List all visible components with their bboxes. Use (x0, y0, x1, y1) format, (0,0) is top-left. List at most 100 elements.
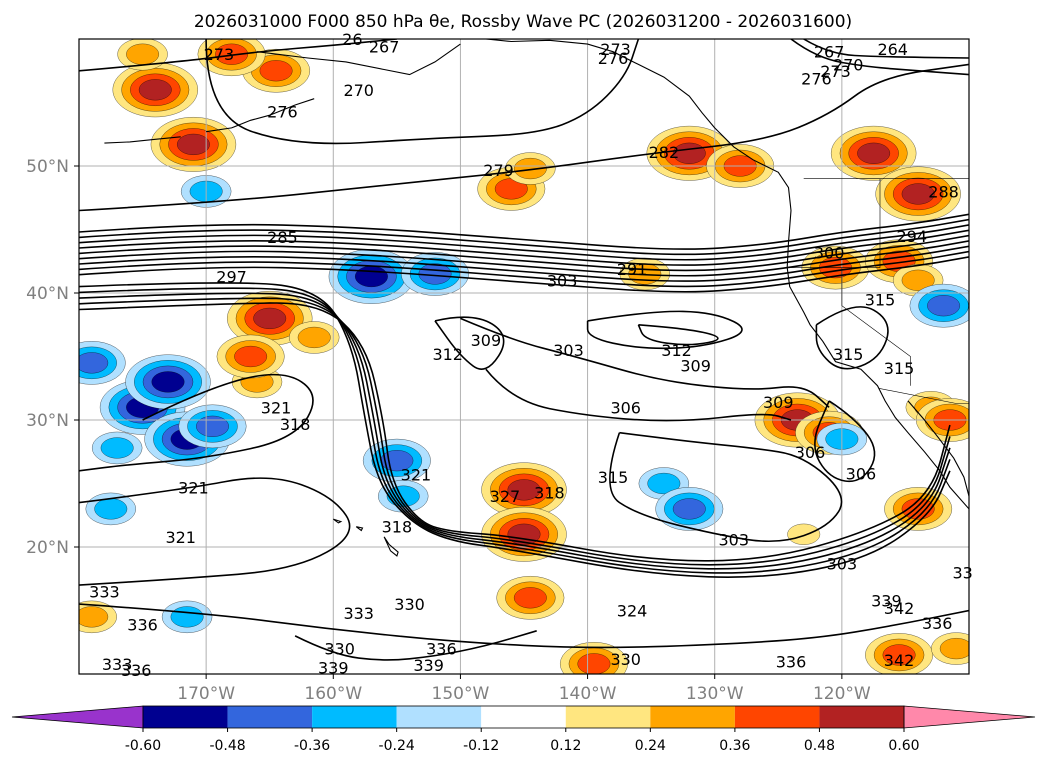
contour-label: 33 (952, 563, 972, 582)
axis-ticks: 170°W 160°W 150°W 140°W 130°W 120°W 20°N 30°N 40… (26, 157, 871, 704)
contour-label: 303 (827, 555, 858, 574)
y-tick-label: 40°N (26, 284, 69, 304)
contour-label: 339 (318, 659, 349, 678)
contour-label: 291 (617, 260, 648, 279)
contour-label: 276 (598, 49, 629, 68)
colorbar: -0.60 -0.48 -0.36 -0.24 -0.12 0.12 0.24 0.36 0.4… (11, 705, 1036, 754)
x-tick-label: 150°W (432, 684, 490, 704)
pc-blob (931, 632, 969, 665)
contour (790, 39, 969, 76)
pc-blob (79, 341, 126, 385)
colorbar-segment (227, 706, 313, 728)
coastline-layer (104, 39, 969, 557)
contour-label: 315 (865, 290, 896, 309)
colorbar-segment (734, 706, 820, 728)
contour-label: 276 (267, 102, 298, 121)
pc-blob (79, 600, 117, 633)
contour-label: 333 (89, 582, 120, 601)
contour-label: 315 (833, 345, 864, 364)
coastline (383, 536, 399, 557)
contour-label: 312 (661, 341, 692, 360)
contour-label: 336 (776, 652, 807, 671)
pc-blob-ring (234, 345, 268, 368)
contour-trough (79, 302, 951, 562)
pc-blob-ring (513, 157, 547, 180)
contour-label: 306 (846, 464, 877, 483)
contour-label: 273 (204, 45, 235, 64)
pc-blob (865, 633, 933, 674)
contour-label: 309 (680, 356, 711, 375)
contour-label: 297 (216, 267, 247, 286)
contour (79, 603, 969, 649)
contour-label: 288 (928, 182, 959, 201)
contour-trough (79, 297, 951, 566)
pc-blob (178, 404, 247, 449)
contour-label: 318 (280, 415, 311, 434)
contour-closed (637, 324, 719, 346)
theta-e-contours (79, 39, 969, 661)
contour-trough (79, 287, 951, 574)
contour-closed (609, 431, 843, 543)
pc-blob (909, 283, 969, 328)
contour-label: 318 (534, 483, 565, 502)
colorbar-tick-label: -0.12 (463, 738, 499, 754)
pc-blob-ring (901, 269, 935, 291)
contour-trough (79, 282, 951, 578)
pc-blob-ring (79, 606, 109, 628)
colorbar-segment (481, 706, 566, 728)
pc-blob-ring (177, 133, 210, 155)
pc-blob (496, 576, 565, 620)
contour-jet (79, 234, 969, 272)
contour-label: 321 (401, 466, 432, 485)
pc-blob (505, 152, 556, 185)
colorbar-tick-label: -0.36 (294, 738, 330, 754)
pc-blob-ring (170, 606, 204, 628)
pc-blob (560, 642, 628, 674)
pc-blob-ring (79, 352, 109, 374)
border-line (878, 388, 969, 404)
colorbar-frame (142, 705, 905, 729)
contour-label: 273 (820, 62, 851, 81)
contour-label: 330 (394, 595, 425, 614)
contour-label: 339 (871, 591, 902, 610)
coastline (332, 518, 343, 524)
contour-label: 336 (922, 614, 953, 633)
contour (294, 630, 537, 661)
contour-label: 294 (897, 227, 928, 246)
y-tick-label: 30°N (26, 411, 69, 431)
contour-label: 339 (413, 656, 444, 675)
colorbar-segment (565, 706, 651, 728)
colorbar-tick-label: 0.48 (804, 738, 835, 754)
contour-label: 312 (432, 345, 463, 364)
contour-label: 282 (649, 143, 680, 162)
coastline (485, 39, 969, 510)
contour-label: 285 (267, 228, 298, 247)
border-line (841, 267, 911, 386)
x-tick-label: 170°W (177, 684, 235, 704)
contour-label: 336 (121, 661, 152, 680)
contour-jet (79, 256, 969, 293)
pc-blob-ring (355, 265, 388, 288)
colorbar-segment (312, 706, 397, 728)
pc-blob (85, 492, 136, 526)
x-tick-label: 130°W (686, 684, 744, 704)
pc-blob (161, 600, 213, 633)
contour (79, 477, 351, 586)
contour-label: 267 (369, 38, 400, 57)
pc-blob (481, 462, 567, 518)
contour-label: 267 (814, 43, 845, 62)
contour-label: 264 (877, 40, 908, 59)
colorbar-segment (650, 706, 735, 728)
contour (434, 316, 505, 370)
pc-blob-ring (297, 326, 331, 349)
pc-blob (884, 487, 953, 531)
pc-blob (112, 62, 198, 118)
colorbar-tick-label: 0.60 (888, 738, 919, 754)
colorbar-tick-label: -0.60 (125, 738, 161, 754)
contour (79, 63, 969, 212)
contour (460, 317, 830, 408)
contour-jet (79, 245, 969, 282)
contour-label: 306 (610, 398, 641, 417)
contour-label: 270 (343, 81, 374, 100)
